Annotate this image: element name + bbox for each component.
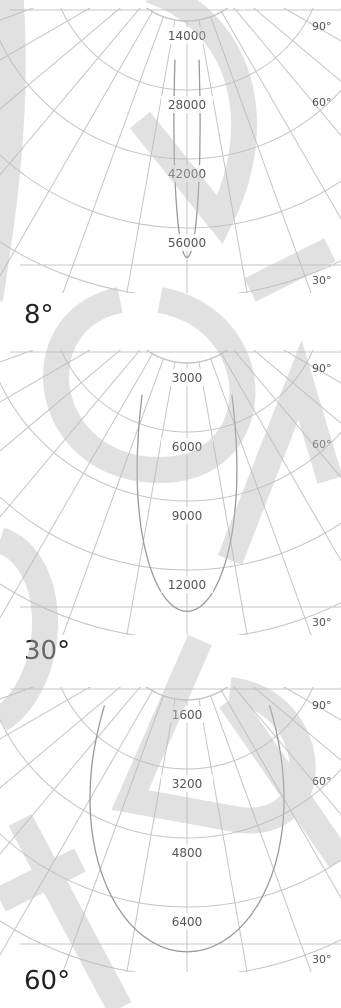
- grid-radial-line: [252, 8, 341, 82]
- tick-label-bg: [161, 913, 213, 930]
- grid-radial-line: [252, 687, 341, 761]
- grid-radial-line: [126, 19, 176, 293]
- grid-radial-line: [210, 358, 312, 635]
- radial-tick-label: 9000: [172, 509, 203, 523]
- grid-radial-line: [0, 11, 153, 277]
- grid-radial-line: [0, 8, 35, 21]
- angle-label: 90°: [312, 362, 332, 375]
- grid-radial-line: [233, 687, 341, 816]
- radial-tick-label: 14000: [168, 29, 206, 43]
- radial-tick-label: 56000: [168, 236, 206, 250]
- tick-label-bg: [161, 96, 213, 113]
- beam-angle-label-30: 30°: [24, 636, 71, 666]
- radial-tick-label: 42000: [168, 167, 206, 181]
- grid-radial-line: [252, 350, 341, 424]
- tick-label-bg: [161, 27, 213, 44]
- polar-chart-30deg: 3000 6000 9000 12000 90° 60° 30°: [0, 342, 341, 642]
- grid-radial-line: [221, 690, 341, 899]
- radial-tick-label: 6400: [172, 915, 203, 929]
- radial-tick-label: 3000: [172, 371, 203, 385]
- grid-radial-line: [282, 350, 341, 384]
- grid-circle: [0, 718, 341, 839]
- beam-angle-label-60: 60°: [24, 966, 71, 996]
- grid-radial-line: [126, 361, 176, 635]
- angle-label: 90°: [312, 699, 332, 712]
- tick-label-bg: [161, 369, 213, 386]
- grid-radial-line: [198, 361, 248, 635]
- grid-radial-line: [0, 679, 119, 704]
- grid-radial-line: [233, 350, 341, 479]
- grid-radial-line: [198, 698, 248, 972]
- radial-tick-label: 12000: [168, 578, 206, 592]
- tick-label-bg: [161, 576, 213, 593]
- grid-radial-line: [0, 350, 92, 403]
- grid: [0, 342, 341, 635]
- grid-radial-line: [198, 19, 248, 293]
- radial-tick-label: 28000: [168, 98, 206, 112]
- intensity-curve: [89, 705, 285, 953]
- radial-tick-label: 4800: [172, 846, 203, 860]
- tick-label-bg: [161, 507, 213, 524]
- intensity-curve: [136, 394, 238, 613]
- angle-label: 90°: [312, 20, 332, 33]
- grid-radial-line: [0, 8, 141, 176]
- tick-label-bg: [161, 234, 213, 251]
- angle-label: 60°: [312, 438, 332, 451]
- grid-radial-line: [210, 16, 312, 293]
- angle-label: 60°: [312, 96, 332, 109]
- tick-label-bg: [161, 165, 213, 182]
- grid-radial-line: [339, 687, 341, 688]
- grid-radial-line: [0, 687, 141, 855]
- tick-label-bg: [161, 775, 213, 792]
- beam-angle-label-8: 8°: [24, 300, 54, 330]
- grid-radial-line: [339, 8, 341, 9]
- grid-radial-line: [282, 687, 341, 721]
- tick-label-bg: [161, 438, 213, 455]
- grid-radial-line: [221, 11, 341, 220]
- angle-label: 30°: [312, 953, 332, 966]
- grid: [0, 679, 341, 972]
- tick-label-bg: [161, 844, 213, 861]
- grid-radial-line: [0, 350, 141, 518]
- grid-radial-line: [62, 16, 164, 293]
- radial-tick-label: 3200: [172, 777, 203, 791]
- grid-radial-line: [0, 350, 122, 452]
- grid-circle: [0, 39, 341, 160]
- grid-radial-line: [339, 350, 341, 351]
- grid-radial-line: [0, 690, 153, 956]
- grid-radial-line: [0, 687, 92, 740]
- tick-label-bg: [161, 706, 213, 723]
- grid-radial-line: [126, 698, 176, 972]
- grid-radial-line: [0, 350, 35, 363]
- grid-radial-line: [0, 342, 119, 367]
- grid-radial-line: [0, 8, 92, 61]
- intensity-curve: [173, 59, 201, 259]
- grid-radial-line: [62, 358, 164, 635]
- grid-radial-line: [282, 8, 341, 42]
- polar-chart-60deg: 1600 3200 4800 6400 90° 60° 30°: [0, 679, 341, 979]
- angle-label: 30°: [312, 274, 332, 287]
- grid: [0, 0, 341, 293]
- grid-circle: [0, 381, 341, 502]
- grid-radial-line: [210, 695, 312, 972]
- polar-chart-8deg: 14000 28000 42000 56000 90° 60° 30°: [0, 0, 341, 300]
- grid-radial-line: [0, 687, 35, 700]
- grid-radial-line: [0, 8, 122, 110]
- grid-radial-line: [0, 353, 153, 619]
- grid-radial-line: [62, 695, 164, 972]
- angle-label: 60°: [312, 775, 332, 788]
- radial-tick-label: 1600: [172, 708, 203, 722]
- grid-radial-line: [0, 0, 119, 25]
- grid-radial-line: [233, 8, 341, 137]
- angle-label: 30°: [312, 616, 332, 629]
- polar-chart-svg: 3000 6000 9000 12000 90° 60° 30°: [0, 342, 341, 635]
- polar-chart-svg: 1600 3200 4800 6400 90° 60° 30°: [0, 679, 341, 972]
- polar-chart-svg: 14000 28000 42000 56000 90° 60° 30°: [0, 0, 341, 293]
- radial-tick-label: 6000: [172, 440, 203, 454]
- grid-radial-line: [0, 687, 122, 789]
- grid-radial-line: [221, 353, 341, 562]
